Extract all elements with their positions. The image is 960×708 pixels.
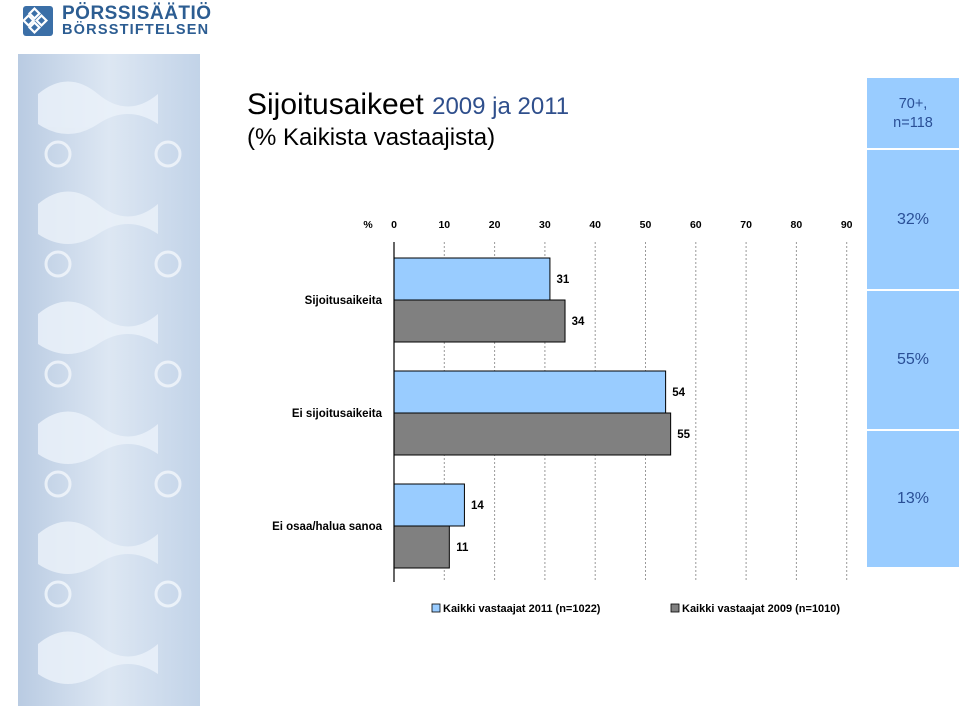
data-label: 54: [672, 387, 685, 399]
age-group-count: n=118: [893, 115, 933, 131]
age-group-label: 70+,: [898, 96, 928, 112]
data-label: 55: [677, 429, 690, 441]
data-label: 14: [471, 500, 484, 512]
axis-unit-label: %: [363, 219, 373, 231]
legend-swatch: [431, 603, 441, 613]
tick-label: 80: [791, 219, 803, 231]
tick-label: 10: [438, 219, 450, 231]
legend-label: Kaikki vastaajat 2009 (n=1010): [682, 603, 840, 615]
tick-label: 70: [740, 219, 752, 231]
tick-label: 0: [391, 219, 397, 231]
panel-divider: [867, 148, 959, 150]
data-label: 31: [557, 274, 570, 286]
page-subtitle: (% Kaikista vastaajista): [247, 124, 496, 151]
bar: [393, 257, 551, 301]
title-main: Sijoitusaikeet: [247, 88, 424, 121]
bar: [393, 483, 465, 527]
bar: [393, 412, 672, 456]
bar: [393, 370, 667, 414]
category-label: Ei osaa/halua sanoa: [272, 521, 383, 533]
bar: [393, 525, 450, 569]
tick-label: 20: [489, 219, 501, 231]
legend-label: Kaikki vastaajat 2011 (n=1022): [443, 603, 601, 615]
category-label: Sijoitusaikeita: [305, 295, 383, 307]
age-group-header: 70+, n=118: [867, 78, 959, 148]
panel-divider: [867, 289, 959, 291]
data-label: 11: [456, 542, 469, 554]
tick-label: 50: [640, 219, 652, 231]
tick-label: 40: [589, 219, 601, 231]
tick-label: 60: [690, 219, 702, 231]
age-group-value-ei-sijoitusaikeita: 55%: [896, 351, 930, 368]
age-group-value-ei-osaa: 13%: [896, 490, 930, 507]
tick-label: 30: [539, 219, 551, 231]
tick-label: 90: [841, 219, 853, 231]
logo-text-line1: PÖRSSISÄÄTIÖ: [62, 3, 212, 24]
logo-text-line2: BÖRSSTIFTELSEN: [62, 22, 210, 38]
data-label: 34: [572, 316, 585, 328]
age-group-panel: 70+, n=118 32% 55% 13%: [867, 78, 959, 567]
title-years: 2009 ja 2011: [432, 93, 570, 120]
category-label: Ei sijoitusaikeita: [292, 408, 383, 420]
panel-divider: [867, 429, 959, 431]
decorative-side-image: [18, 54, 200, 706]
page-title: Sijoitusaikeet 2009 ja 2011: [247, 88, 569, 124]
logo-emblem-icon: [22, 6, 53, 36]
age-group-value-sijoitusaikeita: 32%: [896, 211, 930, 228]
bar: [393, 299, 566, 343]
legend-swatch: [670, 603, 680, 613]
